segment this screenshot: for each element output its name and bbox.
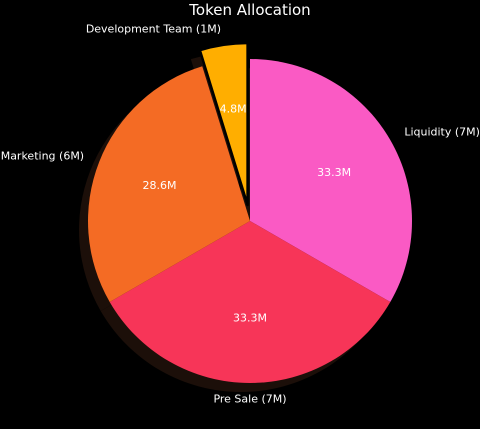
slice-marketing xyxy=(87,66,250,302)
slice-value-label-marketing: 28.6M xyxy=(143,179,177,192)
slice-development-team xyxy=(198,41,249,207)
slice-value-label-development-team: 4.8M xyxy=(220,102,247,115)
slice-category-label-marketing: Marketing (6M) xyxy=(1,149,84,162)
chart-title: Token Allocation xyxy=(188,1,310,19)
slice-value-label-liquidity: 33.3M xyxy=(317,166,351,179)
slice-value-label-pre-sale: 33.3M xyxy=(233,312,267,325)
slice-category-label-development-team: Development Team (1M) xyxy=(86,22,221,35)
slice-liquidity xyxy=(250,59,412,302)
labels: 33.3M Liquidity (7M) 33.3M Pre Sale (7M) 28.… xyxy=(1,22,480,405)
slice-category-label-liquidity: Liquidity (7M) xyxy=(404,125,480,138)
slices xyxy=(87,41,412,383)
slice-category-label-pre-sale: Pre Sale (7M) xyxy=(213,393,286,406)
